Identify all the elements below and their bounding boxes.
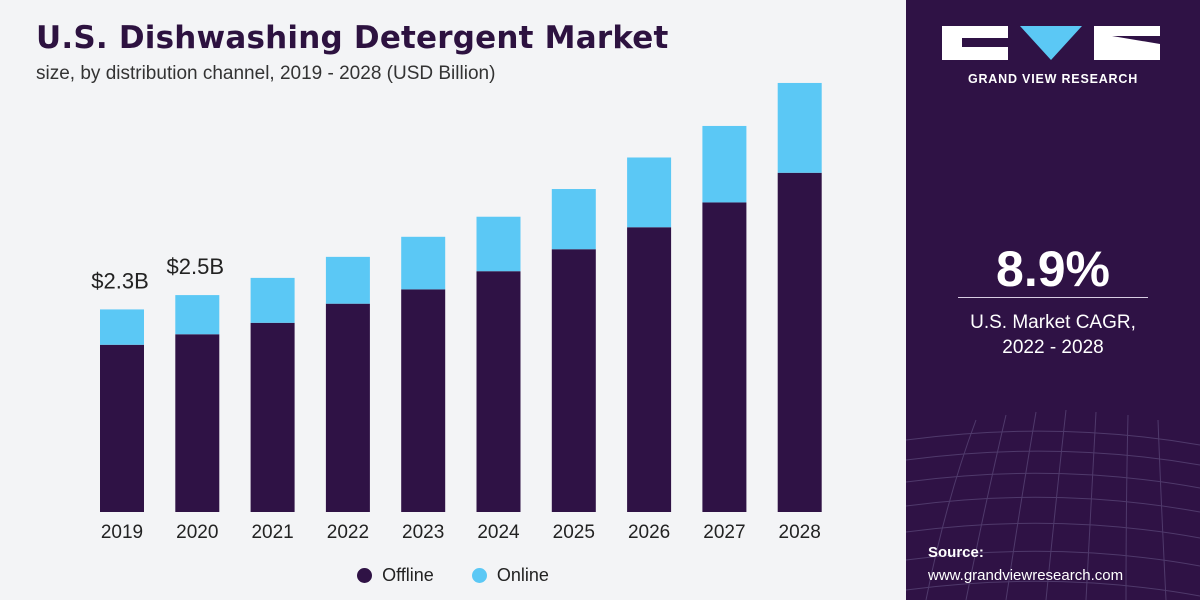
chart-panel: U.S. Dishwashing Detergent Market size, … bbox=[0, 20, 906, 586]
data-label-2020: $2.5B bbox=[167, 254, 225, 279]
source-label: Source: bbox=[928, 544, 984, 561]
x-tick-label-2023: 2023 bbox=[402, 522, 444, 543]
x-tick-label-2020: 2020 bbox=[176, 522, 218, 543]
bar-offline-2028 bbox=[777, 172, 822, 512]
legend-label-offline: Offline bbox=[382, 565, 434, 585]
divider bbox=[958, 297, 1148, 298]
brand-name: GRAND VIEW RESEARCH bbox=[967, 72, 1139, 86]
bar-online-2021 bbox=[250, 277, 295, 323]
bar-online-2025 bbox=[551, 189, 596, 250]
cagr-label: U.S. Market CAGR, 2022 - 2028 bbox=[906, 310, 1200, 360]
bar-offline-2022 bbox=[325, 303, 370, 512]
x-tick-label-2022: 2022 bbox=[327, 522, 369, 543]
bar-online-2019 bbox=[100, 309, 144, 345]
chart-legend: Offline Online bbox=[0, 565, 906, 586]
bar-online-2022 bbox=[325, 256, 370, 304]
bar-online-2028 bbox=[777, 82, 822, 173]
x-tick-label-2026: 2026 bbox=[628, 522, 670, 543]
bar-online-2020 bbox=[175, 295, 220, 335]
x-tick-label-2024: 2024 bbox=[477, 522, 520, 543]
bar-offline-2023 bbox=[401, 289, 446, 512]
bar-online-2027 bbox=[702, 125, 747, 203]
legend-item-online: Online bbox=[471, 565, 549, 586]
bar-online-2023 bbox=[401, 236, 446, 290]
bar-offline-2021 bbox=[250, 322, 295, 512]
bar-offline-2027 bbox=[702, 202, 747, 512]
cagr-label-line1: U.S. Market CAGR, bbox=[970, 312, 1136, 333]
decorative-grid-background bbox=[906, 409, 1200, 600]
source-url[interactable]: www.grandviewresearch.com bbox=[928, 567, 1124, 584]
bar-offline-2020 bbox=[175, 334, 220, 512]
cagr-label-line2: 2022 - 2028 bbox=[1002, 337, 1104, 358]
bar-offline-2026 bbox=[627, 227, 672, 512]
summary-panel: GRAND VIEW RESEARCH 8.9% U.S. Market CAG… bbox=[906, 0, 1200, 600]
logo-mark-icon bbox=[942, 26, 1160, 60]
cagr-value: 8.9% bbox=[996, 241, 1110, 297]
x-tick-label-2019: 2019 bbox=[101, 522, 143, 543]
grand-view-research-logo: GRAND VIEW RESEARCH bbox=[942, 22, 1164, 92]
x-tick-label-2021: 2021 bbox=[251, 522, 293, 543]
x-tick-label-2025: 2025 bbox=[553, 522, 595, 543]
bar-chart: 2019 $2.3B 2020 $2.5B 2021 2022 2023 2024 2025 20… bbox=[91, 82, 822, 543]
bar-offline-2025 bbox=[551, 249, 596, 512]
legend-swatch-online bbox=[471, 568, 487, 583]
bar-offline-2024 bbox=[476, 271, 521, 512]
legend-swatch-offline bbox=[357, 568, 373, 583]
bar-online-2024 bbox=[476, 216, 521, 272]
bar-online-2026 bbox=[627, 157, 672, 228]
chart-title: U.S. Dishwashing Detergent Market bbox=[36, 20, 669, 56]
legend-item-offline: Offline bbox=[357, 565, 434, 586]
x-tick-label-2028: 2028 bbox=[779, 522, 821, 543]
bar-offline-2019 bbox=[100, 344, 144, 512]
data-label-2019: $2.3B bbox=[91, 268, 149, 293]
chart-subtitle: size, by distribution channel, 2019 - 20… bbox=[36, 63, 496, 84]
x-tick-label-2027: 2027 bbox=[703, 522, 745, 543]
legend-label-online: Online bbox=[496, 565, 549, 585]
